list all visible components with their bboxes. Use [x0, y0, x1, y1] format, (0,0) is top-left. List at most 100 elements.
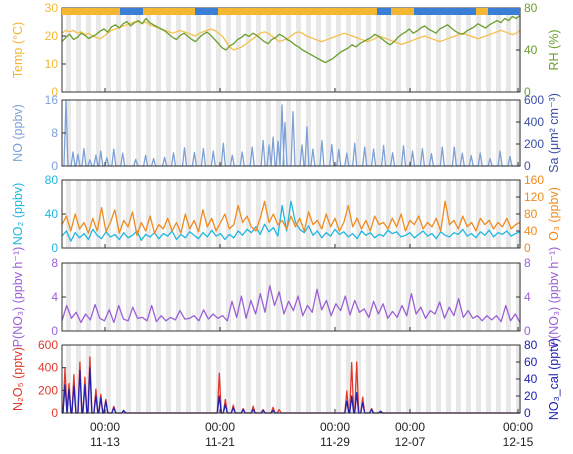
night-band	[336, 180, 341, 248]
status-bar-segment	[218, 8, 377, 15]
night-band	[216, 100, 221, 166]
night-band	[156, 180, 161, 248]
night-band	[356, 345, 361, 413]
night-band	[116, 100, 121, 166]
night-band	[426, 180, 431, 248]
night-band	[356, 180, 361, 248]
right-axis-label: P(NO₃) (ppbv h⁻¹)	[547, 247, 561, 348]
night-band	[476, 180, 481, 248]
night-band	[386, 180, 391, 248]
night-band	[106, 100, 111, 166]
night-band	[436, 345, 441, 413]
night-band	[326, 345, 331, 413]
night-band	[146, 263, 151, 331]
night-band	[466, 100, 471, 166]
night-band	[276, 345, 281, 413]
night-band	[406, 345, 411, 413]
night-band	[236, 263, 241, 331]
night-band	[506, 8, 511, 92]
right-tick-label: 0	[524, 406, 531, 420]
night-band	[246, 180, 251, 248]
night-band	[316, 180, 321, 248]
right-tick-label: 400	[524, 115, 544, 129]
night-band	[166, 180, 171, 248]
night-band	[166, 263, 171, 331]
night-band	[286, 100, 291, 166]
left-tick-label: 16	[45, 93, 59, 107]
left-tick-label: 200	[38, 383, 58, 397]
night-band	[416, 263, 421, 331]
right-tick-label: 120	[524, 190, 544, 204]
night-band	[436, 263, 441, 331]
night-band	[416, 100, 421, 166]
night-band	[476, 8, 481, 92]
night-band	[186, 345, 191, 413]
night-band	[516, 100, 521, 166]
night-band	[146, 180, 151, 248]
night-band	[386, 263, 391, 331]
night-band	[136, 100, 141, 166]
night-band	[116, 263, 121, 331]
night-band	[126, 180, 131, 248]
night-band	[96, 8, 101, 92]
night-band	[206, 8, 211, 92]
night-band	[466, 263, 471, 331]
x-tick-time: 00:00	[503, 420, 533, 434]
night-band	[256, 263, 261, 331]
night-band	[376, 180, 381, 248]
night-band	[456, 8, 461, 92]
x-tick-time: 00:00	[205, 420, 235, 434]
left-tick-label: 600	[38, 338, 58, 352]
night-band	[196, 180, 201, 248]
night-band	[136, 263, 141, 331]
night-band	[376, 345, 381, 413]
night-band	[446, 8, 451, 92]
night-band	[426, 263, 431, 331]
night-band	[476, 263, 481, 331]
night-band	[206, 345, 211, 413]
night-band	[346, 180, 351, 248]
night-band	[76, 180, 81, 248]
night-band	[216, 263, 221, 331]
night-band	[396, 100, 401, 166]
right-tick-label: 0	[524, 159, 531, 173]
status-bar-segment	[414, 8, 476, 15]
night-band	[506, 263, 511, 331]
night-band	[316, 345, 321, 413]
left-tick-label: 0	[51, 241, 58, 255]
night-band	[156, 100, 161, 166]
night-band	[136, 8, 141, 92]
night-band	[246, 100, 251, 166]
night-band	[186, 263, 191, 331]
night-band	[416, 345, 421, 413]
night-band	[436, 8, 441, 92]
night-band	[266, 263, 271, 331]
night-band	[486, 100, 491, 166]
night-band	[246, 263, 251, 331]
night-band	[296, 345, 301, 413]
right-tick-label: 20	[524, 389, 538, 403]
left-tick-label: 10	[45, 57, 59, 71]
right-axis-label: RH (%)	[547, 30, 561, 71]
left-axis-label: P(NO₃) (ppbv h⁻¹)	[11, 247, 25, 348]
night-band	[466, 180, 471, 248]
night-band	[506, 345, 511, 413]
right-axis-label: NO₃_cal (pptv)	[547, 338, 561, 420]
right-tick-label: 600	[524, 93, 544, 107]
night-band	[236, 100, 241, 166]
night-band	[126, 263, 131, 331]
status-bar-segment	[377, 8, 391, 15]
status-bar-segment	[391, 8, 414, 15]
night-band	[316, 8, 321, 92]
night-band	[316, 100, 321, 166]
night-band	[196, 8, 201, 92]
night-band	[466, 8, 471, 92]
right-tick-label: 80	[524, 207, 538, 221]
night-band	[406, 100, 411, 166]
left-tick-label: 80	[45, 173, 59, 187]
x-tick-date: 11-29	[320, 435, 350, 449]
right-tick-label: 200	[524, 137, 544, 151]
night-band	[206, 263, 211, 331]
series-line-0	[61, 21, 521, 51]
left-axis-label: NO (ppbv)	[11, 104, 25, 162]
